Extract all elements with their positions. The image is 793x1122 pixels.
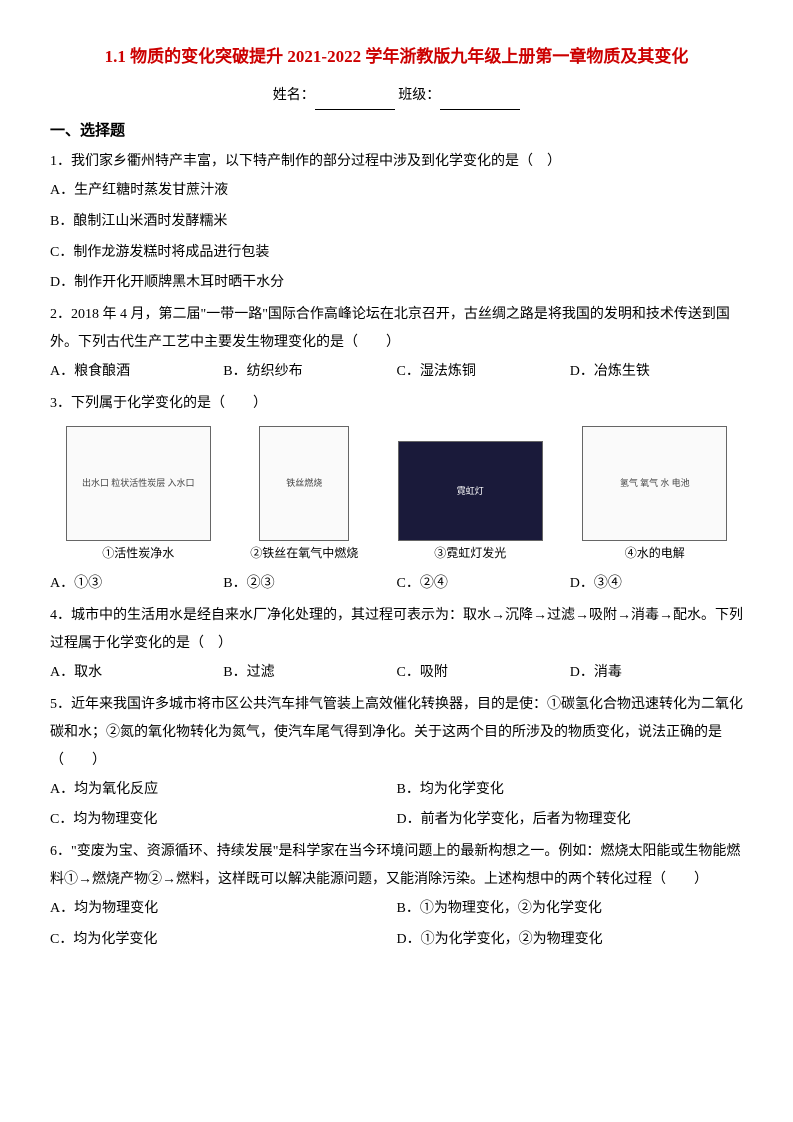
q4-optA: A．取水 bbox=[50, 658, 223, 689]
q5-optB: B．均为化学变化 bbox=[397, 775, 744, 806]
q6-optD: D．①为化学变化，②为物理变化 bbox=[397, 925, 744, 956]
q3-optD: D．③④ bbox=[570, 569, 743, 600]
question-4: 4．城市中的生活用水是经自来水厂净化处理的，其过程可表示为：取水→沉降→过滤→吸… bbox=[50, 602, 743, 689]
q1-optC: C．制作龙游发糕时将成品进行包装 bbox=[50, 238, 743, 269]
q6-optB: B．①为物理变化，②为化学变化 bbox=[397, 894, 744, 925]
question-2: 2．2018 年 4 月，第二届"一带一路"国际合作高峰论坛在北京召开，古丝绸之… bbox=[50, 301, 743, 388]
q3-fig1-box: 出水口 粒状活性炭层 入水口 bbox=[66, 426, 211, 541]
q3-fig2-box: 铁丝燃烧 bbox=[259, 426, 349, 541]
q2-optA: A．粮食酿酒 bbox=[50, 357, 223, 388]
q5-optD: D．前者为化学变化，后者为物理变化 bbox=[397, 805, 744, 836]
q3-text: 3．下列属于化学变化的是（ ） bbox=[50, 390, 743, 418]
q6-options: A．均为物理变化 B．①为物理变化，②为化学变化 C．均为化学变化 D．①为化学… bbox=[50, 894, 743, 956]
q3-fig2: 铁丝燃烧 ②铁丝在氧气中燃烧 bbox=[250, 426, 358, 565]
q3-fig4-box: 氢气 氧气 水 电池 bbox=[582, 426, 727, 541]
q4-optC: C．吸附 bbox=[397, 658, 570, 689]
q3-fig3-box: 霓虹灯 bbox=[398, 441, 543, 541]
q3-optB: B．②③ bbox=[223, 569, 396, 600]
q2-optB: B．纺织纱布 bbox=[223, 357, 396, 388]
q3-figures: 出水口 粒状活性炭层 入水口 ①活性炭净水 铁丝燃烧 ②铁丝在氧气中燃烧 霓虹灯… bbox=[50, 426, 743, 565]
q1-text: 1．我们家乡衢州特产丰富，以下特产制作的部分过程中涉及到化学变化的是（ ） bbox=[50, 148, 743, 176]
q3-fig3-caption: ③霓虹灯发光 bbox=[434, 541, 506, 565]
q5-options: A．均为氧化反应 B．均为化学变化 C．均为物理变化 D．前者为化学变化，后者为… bbox=[50, 775, 743, 837]
q6-optA: A．均为物理变化 bbox=[50, 894, 397, 925]
q5-text: 5．近年来我国许多城市将市区公共汽车排气管装上高效催化转换器，目的是使：①碳氢化… bbox=[50, 691, 743, 775]
q2-optC: C．湿法炼铜 bbox=[397, 357, 570, 388]
name-class-row: 姓名： 班级： bbox=[50, 82, 743, 110]
q3-options: A．①③ B．②③ C．②④ D．③④ bbox=[50, 569, 743, 600]
q3-fig4-caption: ④水的电解 bbox=[625, 541, 685, 565]
question-3: 3．下列属于化学变化的是（ ） 出水口 粒状活性炭层 入水口 ①活性炭净水 铁丝… bbox=[50, 390, 743, 600]
name-blank[interactable] bbox=[315, 92, 395, 110]
q2-optD: D．冶炼生铁 bbox=[570, 357, 743, 388]
q4-optB: B．过滤 bbox=[223, 658, 396, 689]
q2-text: 2．2018 年 4 月，第二届"一带一路"国际合作高峰论坛在北京召开，古丝绸之… bbox=[50, 301, 743, 357]
q1-optB: B．酿制江山米酒时发酵糯米 bbox=[50, 207, 743, 238]
question-1: 1．我们家乡衢州特产丰富，以下特产制作的部分过程中涉及到化学变化的是（ ） A．… bbox=[50, 148, 743, 299]
q3-fig4: 氢气 氧气 水 电池 ④水的电解 bbox=[582, 426, 727, 565]
q3-fig1-caption: ①活性炭净水 bbox=[102, 541, 174, 565]
q1-optA: A．生产红糖时蒸发甘蔗汁液 bbox=[50, 176, 743, 207]
section-header: 一、选择题 bbox=[50, 116, 743, 146]
q3-fig2-caption: ②铁丝在氧气中燃烧 bbox=[250, 541, 358, 565]
q5-optC: C．均为物理变化 bbox=[50, 805, 397, 836]
q5-optA: A．均为氧化反应 bbox=[50, 775, 397, 806]
q6-optC: C．均为化学变化 bbox=[50, 925, 397, 956]
q3-fig1: 出水口 粒状活性炭层 入水口 ①活性炭净水 bbox=[66, 426, 211, 565]
q1-optD: D．制作开化开顺牌黑木耳时晒干水分 bbox=[50, 268, 743, 299]
q2-options: A．粮食酿酒 B．纺织纱布 C．湿法炼铜 D．冶炼生铁 bbox=[50, 357, 743, 388]
q3-fig3: 霓虹灯 ③霓虹灯发光 bbox=[398, 441, 543, 565]
q4-optD: D．消毒 bbox=[570, 658, 743, 689]
name-label: 姓名： bbox=[273, 88, 315, 103]
q3-optC: C．②④ bbox=[397, 569, 570, 600]
class-blank[interactable] bbox=[440, 92, 520, 110]
q6-text: 6．"变废为宝、资源循环、持续发展"是科学家在当今环境问题上的最新构想之一。例如… bbox=[50, 838, 743, 894]
question-6: 6．"变废为宝、资源循环、持续发展"是科学家在当今环境问题上的最新构想之一。例如… bbox=[50, 838, 743, 956]
question-5: 5．近年来我国许多城市将市区公共汽车排气管装上高效催化转换器，目的是使：①碳氢化… bbox=[50, 691, 743, 837]
document-title: 1.1 物质的变化突破提升 2021-2022 学年浙教版九年级上册第一章物质及… bbox=[50, 40, 743, 74]
class-label: 班级： bbox=[398, 88, 440, 103]
q3-optA: A．①③ bbox=[50, 569, 223, 600]
q4-text: 4．城市中的生活用水是经自来水厂净化处理的，其过程可表示为：取水→沉降→过滤→吸… bbox=[50, 602, 743, 658]
q4-options: A．取水 B．过滤 C．吸附 D．消毒 bbox=[50, 658, 743, 689]
